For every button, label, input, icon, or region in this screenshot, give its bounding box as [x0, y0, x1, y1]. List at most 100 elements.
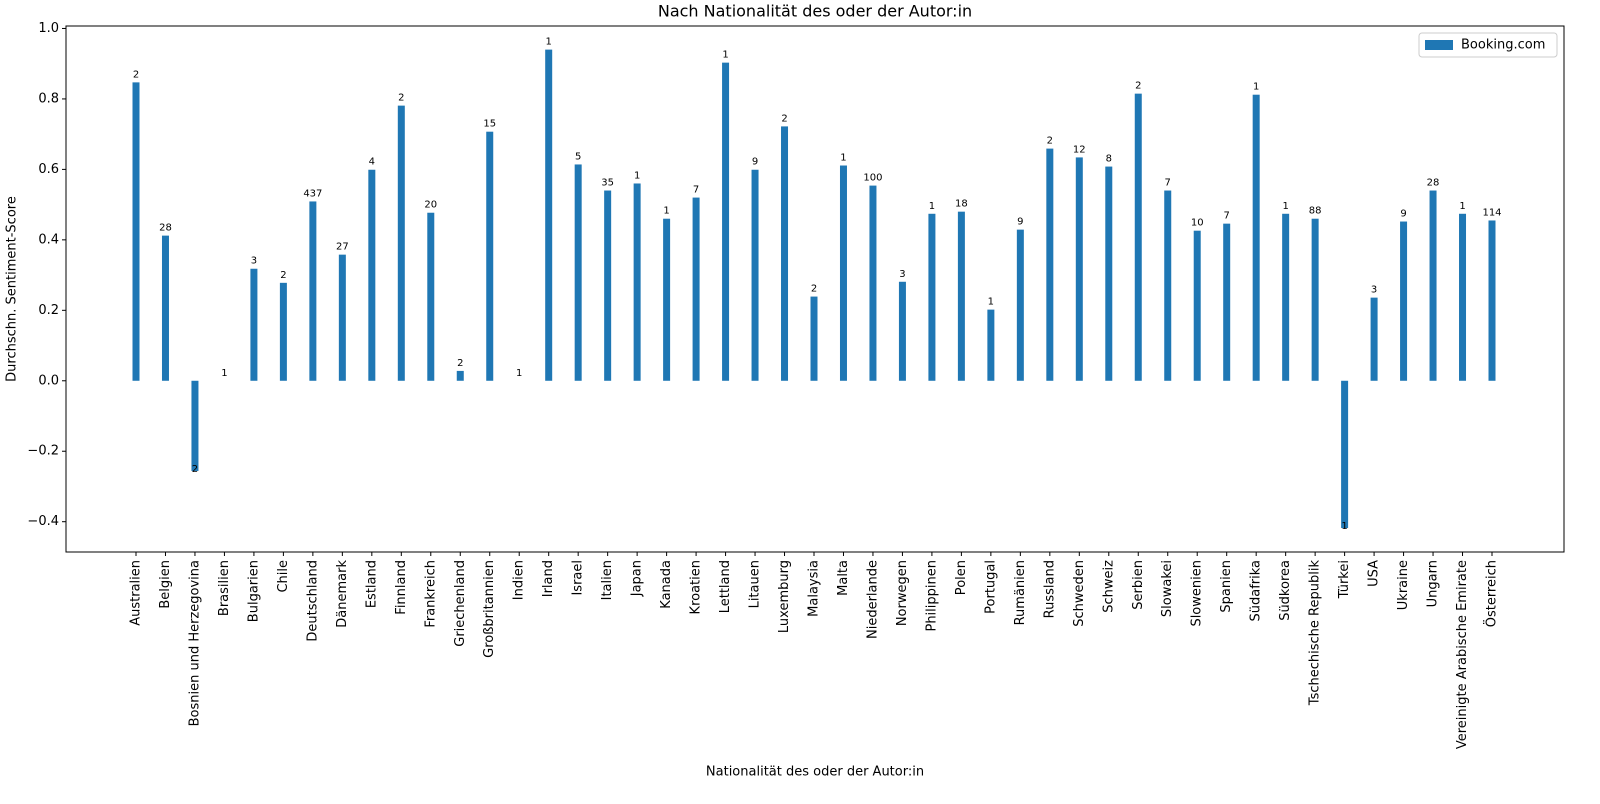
bar: [132, 82, 140, 381]
x-tick-label: Südkorea: [1278, 560, 1293, 621]
x-tick-label: Spanien: [1219, 560, 1234, 613]
bar: [338, 254, 346, 381]
x-tick-label: Lettland: [718, 560, 733, 613]
bar: [161, 235, 169, 381]
x-tick-label: Slowakei: [1160, 560, 1175, 617]
x-tick-label: Luxemburg: [777, 560, 792, 633]
bar-annotation: 1: [663, 206, 669, 217]
bar-annotation: 35: [601, 178, 614, 189]
x-tick-label: Serbien: [1131, 560, 1146, 610]
x-tick-label: Bosnien und Herzegovina: [187, 560, 202, 726]
bar: [810, 296, 818, 381]
bar: [1164, 190, 1172, 381]
bar: [1193, 230, 1201, 381]
x-tick-label: Vereinigte Arabische Emirate: [1455, 560, 1470, 749]
bar-annotation: 27: [336, 242, 349, 253]
x-tick-label: Estland: [364, 560, 379, 608]
bar-annotation: 20: [424, 200, 437, 211]
x-tick-label: Schweiz: [1101, 560, 1116, 613]
bar-annotation: 88: [1309, 206, 1322, 217]
bar-annotation: 1: [634, 170, 640, 181]
bar: [1341, 380, 1349, 529]
bar-annotation: 4: [369, 157, 375, 168]
x-tick-label: Italien: [600, 560, 615, 600]
bar-annotation: 1: [546, 37, 552, 48]
bar-annotation: 3: [251, 256, 257, 267]
bar: [1282, 213, 1290, 381]
bar-annotation: 2: [398, 93, 404, 104]
bar: [1370, 297, 1378, 381]
x-tick-label: Litauen: [748, 560, 763, 608]
bar-annotation: 10: [1191, 218, 1204, 229]
bar: [1223, 223, 1231, 381]
bar: [692, 197, 700, 381]
x-tick-label: Polen: [954, 560, 969, 595]
legend-box: [1418, 32, 1558, 58]
x-tick-label: Russland: [1042, 560, 1057, 618]
bar-annotation: 3: [1371, 285, 1377, 296]
bar: [663, 218, 671, 381]
bar-annotation: 7: [693, 185, 699, 196]
x-tick-label: Griechenland: [453, 560, 468, 647]
bar-annotation: 1: [221, 368, 227, 379]
legend-label: Booking.com: [1461, 38, 1545, 53]
bar-annotation: 2: [280, 270, 286, 281]
bar-annotation: 2: [811, 284, 817, 295]
bar-annotation: 1: [840, 153, 846, 164]
x-tick-label: Japan: [630, 560, 645, 597]
bar-annotation: 8: [1106, 154, 1112, 165]
bar: [1075, 157, 1083, 381]
bar-annotation: 1: [1282, 201, 1288, 212]
x-tick-label: Tschechische Republik: [1308, 560, 1323, 707]
chart-title: Nach Nationalität des oder der Autor:in: [658, 2, 972, 21]
x-tick-label: Chile: [276, 560, 291, 593]
y-tick-label: 0.8: [38, 91, 59, 106]
x-tick-label: Ukraine: [1396, 560, 1411, 610]
bar-annotation: 12: [1073, 144, 1086, 155]
bar-annotation: 18: [955, 199, 968, 210]
bar-annotation: 2: [1047, 136, 1053, 147]
bar: [191, 380, 199, 471]
x-tick-label: Ungarn: [1426, 560, 1441, 607]
x-tick-label: Frankreich: [423, 560, 438, 628]
bar-annotation: 1: [722, 50, 728, 61]
bar-annotation: 15: [483, 119, 496, 130]
bar-annotation: 2: [457, 358, 463, 369]
bar-annotation: 2: [192, 464, 198, 475]
x-tick-label: Kroatien: [689, 560, 704, 614]
bar-annotation: 1: [516, 368, 522, 379]
bar-annotation: 1: [1253, 82, 1259, 93]
x-tick-label: Slowenien: [1190, 560, 1205, 627]
x-tick-label: Indien: [512, 560, 527, 600]
bar-annotation: 7: [1224, 211, 1230, 222]
bar: [957, 211, 965, 381]
bar-annotation: 1: [1459, 201, 1465, 212]
x-tick-label: Österreich: [1483, 560, 1500, 627]
bar-annotation: 2: [1135, 81, 1141, 92]
y-tick-label: 0.6: [38, 162, 59, 177]
y-tick-label: 1.0: [38, 21, 59, 36]
x-tick-label: Kanada: [659, 560, 674, 609]
bar-annotation: 7: [1165, 178, 1171, 189]
bar-annotation: 5: [575, 151, 581, 162]
x-axis-label: Nationalität des oder der Autor:in: [706, 765, 924, 780]
bar: [781, 126, 789, 381]
x-tick-label: Deutschland: [305, 560, 320, 642]
x-tick-label: Niederlande: [865, 560, 880, 639]
x-tick-label: Schweden: [1072, 560, 1087, 627]
bar-annotation: 114: [1482, 207, 1501, 218]
x-tick-label: Israel: [571, 560, 586, 596]
bar: [397, 105, 405, 381]
bar: [1459, 213, 1467, 381]
bar: [574, 164, 582, 381]
bar: [368, 169, 376, 381]
y-tick-label: 0.2: [38, 303, 59, 318]
bar-annotation: 9: [752, 157, 758, 168]
x-tick-label: USA: [1367, 560, 1382, 587]
x-tick-label: Großbritannien: [482, 560, 497, 658]
y-tick-label: −0.2: [27, 444, 59, 459]
bar-annotation: 2: [133, 69, 139, 80]
x-tick-label: Portugal: [983, 560, 998, 614]
x-tick-label: Philippinen: [924, 560, 939, 632]
